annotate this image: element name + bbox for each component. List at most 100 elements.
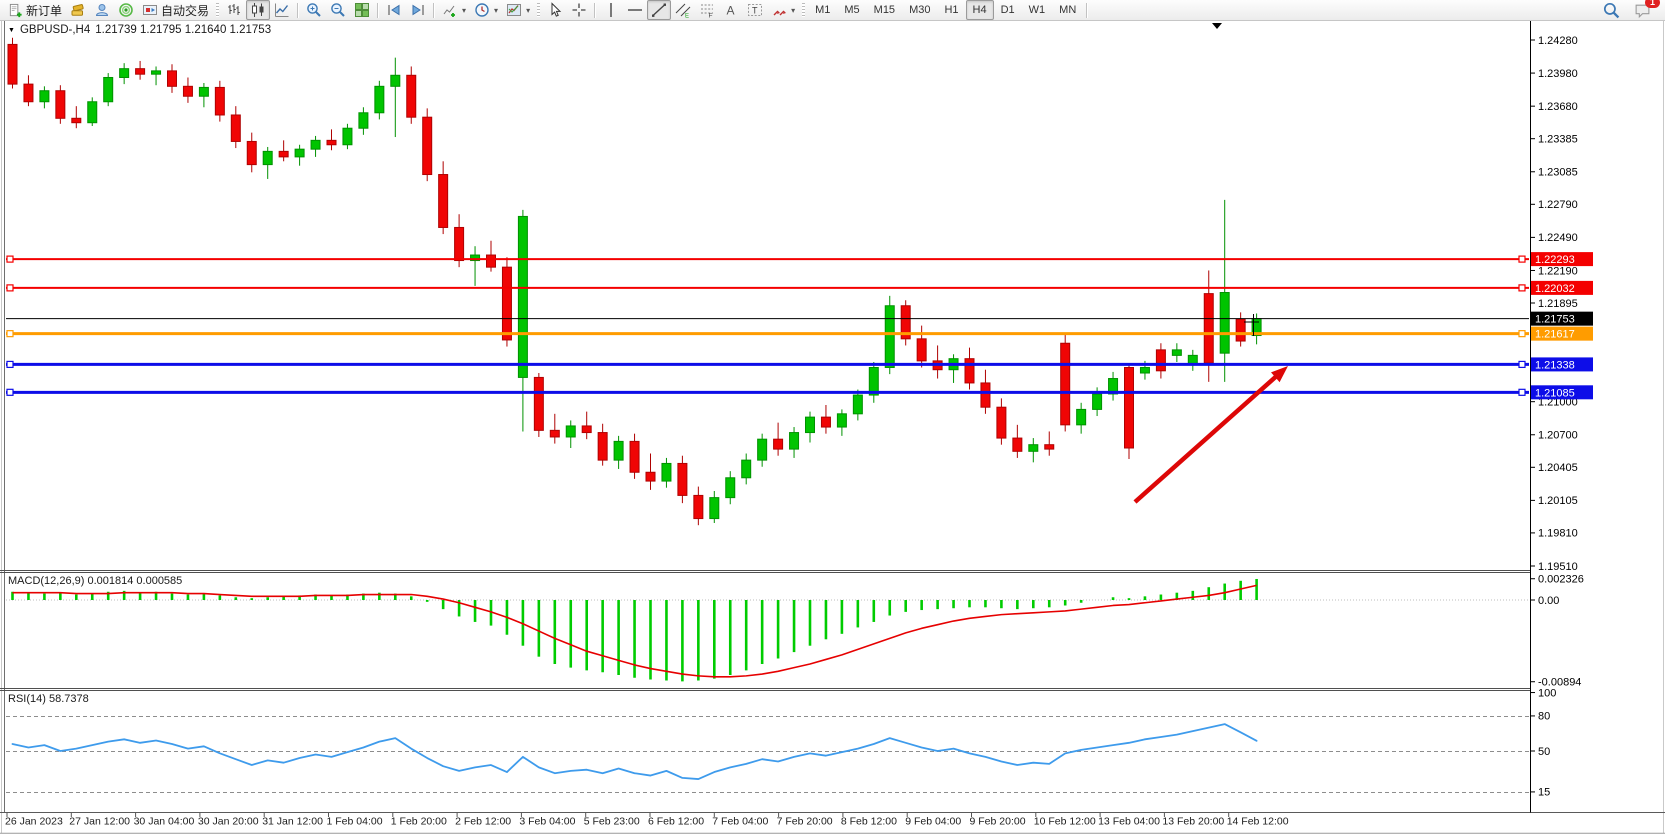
horizontal-line-button[interactable] xyxy=(623,0,647,20)
candlestick-chart-button[interactable] xyxy=(246,0,271,20)
radar-icon xyxy=(119,3,133,17)
text-label-button[interactable]: T xyxy=(743,0,767,20)
candle-bullish xyxy=(789,432,800,450)
candle-bearish xyxy=(597,432,608,461)
autotrade-icon xyxy=(143,5,158,15)
candle-bullish xyxy=(1092,393,1103,410)
crosshair-button[interactable] xyxy=(567,0,591,20)
candle-bullish xyxy=(390,74,401,87)
search-button[interactable] xyxy=(1599,0,1624,20)
time-axis-label: 5 Feb 23:00 xyxy=(584,816,640,828)
trend-arrow-head[interactable] xyxy=(1271,366,1288,383)
add-indicator-button[interactable]: ▾ xyxy=(438,0,470,20)
candle-bearish xyxy=(916,338,927,362)
fibonacci-icon: F xyxy=(701,4,714,18)
timeframe-m5-button[interactable]: M5 xyxy=(844,4,860,16)
candle-bearish xyxy=(406,74,417,118)
line-handle[interactable] xyxy=(6,284,14,292)
chart-shift-button[interactable] xyxy=(406,0,430,20)
price-axis-label: 1.23385 xyxy=(1538,133,1578,145)
chart-ohlc-label: 1.21739 1.21795 1.21640 1.21753 xyxy=(95,24,272,36)
candle-bullish xyxy=(262,150,273,166)
chart-header: ▼ GBPUSD-,H4 1.21739 1.21795 1.21640 1.2… xyxy=(8,24,271,36)
autotrade-button[interactable]: 自动交易 xyxy=(138,0,213,20)
chart-symbol-label: GBPUSD-,H4 xyxy=(19,24,91,36)
account-history-button[interactable] xyxy=(66,0,90,20)
template-button[interactable]: ▾ xyxy=(502,0,534,20)
tile-windows-icon xyxy=(355,3,370,17)
timeframe-mn-button[interactable]: MN xyxy=(1059,4,1077,16)
candle-bearish xyxy=(980,382,991,408)
candle-bullish xyxy=(470,254,481,262)
timeframe-w1-button[interactable]: W1 xyxy=(1028,4,1046,16)
current-price-tag-text: 1.21753 xyxy=(1535,314,1575,326)
timeframe-m30-button[interactable]: M30 xyxy=(909,4,931,16)
candle-bullish xyxy=(1108,378,1119,395)
tile-windows-button[interactable] xyxy=(350,0,374,20)
trend-arrow[interactable] xyxy=(1133,371,1282,504)
line-handle[interactable] xyxy=(6,330,14,338)
notifications-button[interactable]: 1 xyxy=(1630,0,1660,20)
time-axis-label: 1 Feb 04:00 xyxy=(327,816,383,828)
rsi-axis-label: 50 xyxy=(1538,746,1550,758)
text-button[interactable]: A xyxy=(719,0,743,20)
line-handle[interactable] xyxy=(6,360,14,369)
time-axis-label: 27 Jan 12:00 xyxy=(69,816,130,828)
timeframe-h1-button[interactable]: H1 xyxy=(944,4,959,16)
candle-bearish xyxy=(581,425,592,434)
chart-shift-marker[interactable] xyxy=(1212,23,1222,29)
cursor-button[interactable] xyxy=(543,0,567,20)
candlestick-chart-icon xyxy=(252,3,264,17)
trendline-button[interactable] xyxy=(647,0,672,20)
rsi-axis-label: 80 xyxy=(1538,711,1550,723)
line-handle[interactable] xyxy=(1518,284,1526,292)
text-icon: A xyxy=(727,4,735,18)
line-handle[interactable] xyxy=(1518,360,1526,369)
candle-bearish xyxy=(1060,342,1071,426)
timeframe-m1-button[interactable]: M1 xyxy=(815,4,831,16)
arrows-button[interactable]: ▾ xyxy=(767,0,799,20)
candle-bearish xyxy=(996,406,1007,439)
candle-bearish xyxy=(167,70,177,87)
timeframe-h4-button[interactable]: H4 xyxy=(965,0,994,20)
community-button[interactable] xyxy=(90,0,114,20)
auto-scroll-button[interactable] xyxy=(382,0,406,20)
candle-bullish xyxy=(852,394,863,415)
macd-axis-label: -0.00894 xyxy=(1538,677,1581,689)
zoom-in-button[interactable] xyxy=(302,0,326,20)
candle-bullish xyxy=(805,416,815,434)
zoom-in-icon xyxy=(307,3,321,17)
timeframe-d1-button[interactable]: D1 xyxy=(1000,4,1015,16)
bar-chart-button[interactable] xyxy=(222,0,246,20)
zoom-out-button[interactable] xyxy=(326,0,350,20)
candle-bullish xyxy=(1187,354,1198,365)
one-click-trading-toggle[interactable]: ▼ xyxy=(8,26,15,34)
line-handle[interactable] xyxy=(6,388,14,396)
vertical-line-button[interactable] xyxy=(599,0,623,20)
candle-bullish xyxy=(1219,292,1230,354)
line-handle[interactable] xyxy=(1518,388,1526,396)
candle-bullish xyxy=(374,85,385,114)
new-order-button[interactable]: 新订单 xyxy=(4,0,66,20)
community-person-icon xyxy=(96,4,109,16)
period-button[interactable]: ▾ xyxy=(470,0,502,20)
equidistant-channel-button[interactable]: E xyxy=(671,0,695,20)
dropdown-caret-icon: ▾ xyxy=(462,5,467,15)
timeframe-m15-button[interactable]: M15 xyxy=(873,4,896,16)
price-axis-label: 1.21895 xyxy=(1538,298,1578,310)
price-tag-text: 1.21085 xyxy=(1535,387,1575,399)
candle-bullish xyxy=(119,68,130,78)
price-axis-label: 1.19510 xyxy=(1538,561,1578,573)
line-handle[interactable] xyxy=(6,255,14,263)
price-axis-label: 1.20105 xyxy=(1538,495,1578,507)
line-handle[interactable] xyxy=(1518,330,1526,338)
candle-bullish xyxy=(342,127,353,146)
crosshair-icon xyxy=(572,3,586,17)
news-button[interactable] xyxy=(114,0,138,20)
price-axis-label: 1.23980 xyxy=(1538,68,1578,80)
line-handle[interactable] xyxy=(1518,255,1526,263)
price-tag xyxy=(1531,252,1593,267)
fibonacci-button[interactable]: F xyxy=(695,0,719,20)
line-chart-button[interactable] xyxy=(270,0,294,20)
